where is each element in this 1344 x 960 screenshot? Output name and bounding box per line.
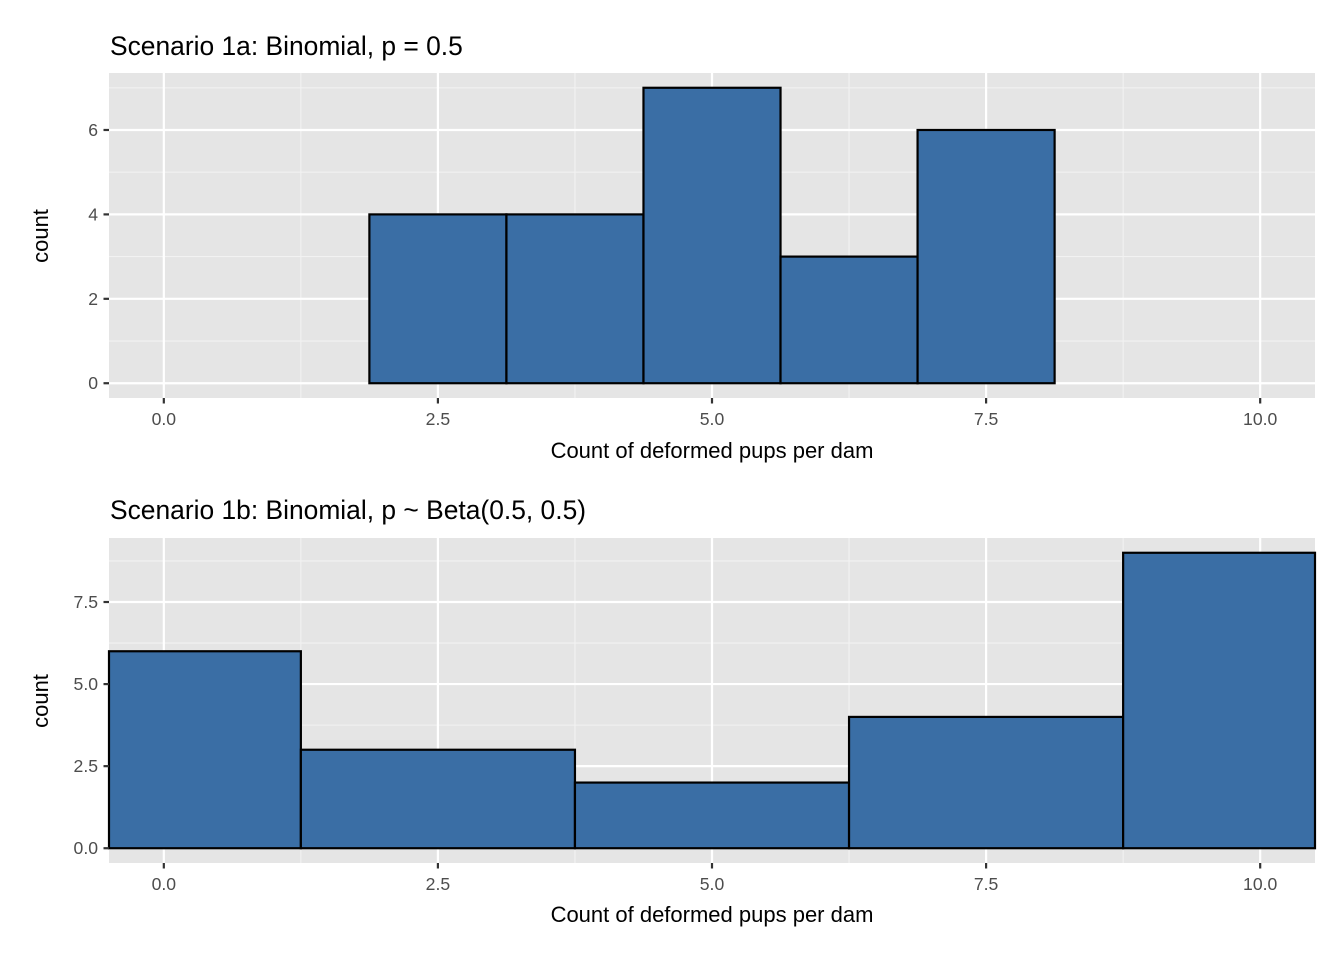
y-tick-label: 2.5 — [74, 756, 99, 776]
y-tick-label: 5.0 — [74, 674, 99, 694]
x-tick-label: 7.5 — [974, 409, 999, 429]
x-tick-label: 2.5 — [426, 874, 451, 894]
y-tick-label: 7.5 — [74, 592, 99, 612]
histogram-bar — [299, 748, 577, 850]
histogram-bar — [505, 213, 645, 385]
histogram-bar — [847, 715, 1125, 850]
histogram-bar — [573, 781, 851, 850]
y-axis: 0.0 2.5 5.0 7.5 — [74, 592, 109, 858]
histogram-bar — [916, 128, 1056, 385]
x-tick-label: 0.0 — [152, 409, 177, 429]
x-tick-label: 2.5 — [426, 409, 451, 429]
plot-title: Scenario 1b: Binomial, p ~ Beta(0.5, 0.5… — [110, 495, 586, 525]
y-axis-title: count — [28, 674, 53, 728]
x-tick-label: 10.0 — [1243, 874, 1277, 894]
histogram-bar — [642, 86, 782, 385]
x-tick-label: 10.0 — [1243, 409, 1277, 429]
histogram-bar — [368, 213, 508, 385]
x-axis-title: Count of deformed pups per dam — [551, 902, 874, 927]
y-axis: 0 2 4 6 — [88, 120, 109, 393]
histogram-bar — [107, 650, 302, 850]
plot-title: Scenario 1a: Binomial, p = 0.5 — [110, 31, 463, 61]
y-tick-label: 0.0 — [74, 838, 99, 858]
x-tick-label: 5.0 — [700, 409, 725, 429]
y-tick-label: 4 — [88, 204, 98, 224]
y-tick-label: 2 — [88, 289, 98, 309]
x-axis: 0.0 2.5 5.0 7.5 10.0 — [152, 863, 1278, 894]
histogram-bars — [368, 86, 1056, 385]
y-tick-label: 6 — [88, 120, 98, 140]
y-tick-label: 0 — [88, 373, 98, 393]
histogram-bars — [107, 551, 1317, 850]
histogram-bar — [779, 255, 919, 385]
x-axis-title: Count of deformed pups per dam — [551, 438, 874, 463]
x-axis: 0.0 2.5 5.0 7.5 10.0 — [152, 398, 1278, 429]
chart-scenario-1a: Scenario 1a: Binomial, p = 0.5 0 2 4 6 0.0 2… — [28, 31, 1315, 463]
y-axis-title: count — [28, 209, 53, 263]
x-tick-label: 5.0 — [700, 874, 725, 894]
x-tick-label: 0.0 — [152, 874, 177, 894]
histogram-bar — [1122, 551, 1317, 850]
chart-scenario-1b: Scenario 1b: Binomial, p ~ Beta(0.5, 0.5… — [28, 495, 1317, 927]
x-tick-label: 7.5 — [974, 874, 999, 894]
